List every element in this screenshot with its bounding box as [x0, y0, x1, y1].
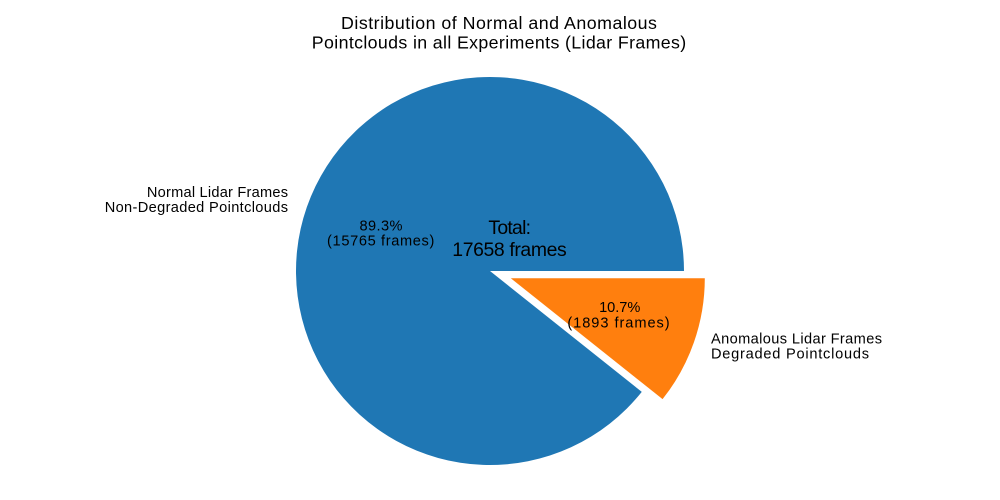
- svg-text:Normal Lidar Frames: Normal Lidar Frames: [147, 185, 288, 201]
- svg-text:Degraded Pointclouds: Degraded Pointclouds: [711, 346, 869, 362]
- svg-text:Distribution of Normal and Ano: Distribution of Normal and Anomalous: [341, 13, 657, 33]
- svg-text:89.3%: 89.3%: [360, 218, 403, 234]
- svg-text:(15765 frames): (15765 frames): [327, 233, 434, 249]
- svg-text:(1893 frames): (1893 frames): [567, 315, 669, 331]
- svg-text:17658 frames: 17658 frames: [452, 239, 566, 261]
- svg-text:Non-Degraded Pointclouds: Non-Degraded Pointclouds: [105, 200, 288, 216]
- svg-text:10.7%: 10.7%: [599, 300, 640, 316]
- svg-text:Total:: Total:: [488, 217, 531, 239]
- svg-text:Anomalous Lidar Frames: Anomalous Lidar Frames: [711, 331, 882, 347]
- svg-text:Pointclouds in all Experiments: Pointclouds in all Experiments (Lidar Fr…: [312, 33, 686, 53]
